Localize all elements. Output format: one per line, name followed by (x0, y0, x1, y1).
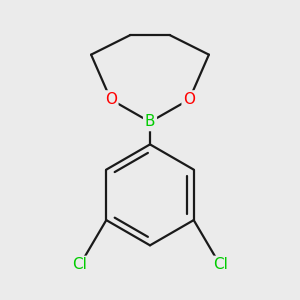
Text: O: O (105, 92, 117, 107)
Text: B: B (145, 115, 155, 130)
Text: Cl: Cl (73, 257, 87, 272)
Text: Cl: Cl (213, 257, 227, 272)
Text: O: O (183, 92, 195, 107)
